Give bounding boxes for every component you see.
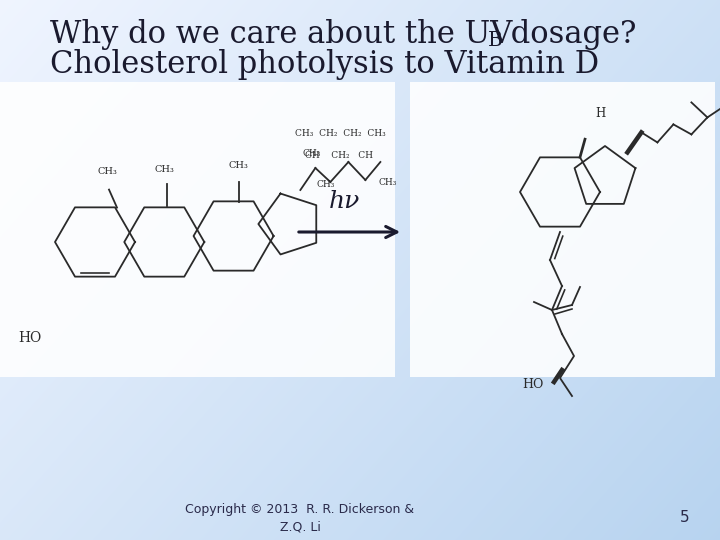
- Text: dosage?: dosage?: [501, 19, 636, 51]
- Text: Copyright © 2013  R. R. Dickerson &
Z.Q. Li: Copyright © 2013 R. R. Dickerson & Z.Q. …: [186, 503, 415, 534]
- Text: CH    CH₂   CH: CH CH₂ CH: [305, 151, 374, 160]
- Text: HO: HO: [18, 331, 41, 345]
- Text: CH₃: CH₃: [154, 165, 174, 174]
- FancyBboxPatch shape: [0, 82, 395, 377]
- Text: CH₃: CH₃: [379, 178, 397, 187]
- Text: CH₃: CH₃: [97, 167, 117, 176]
- Text: HO: HO: [523, 377, 544, 390]
- Text: H: H: [595, 107, 605, 120]
- Text: Why do we care about the UV: Why do we care about the UV: [50, 19, 513, 51]
- Text: hν: hν: [328, 191, 360, 213]
- Text: CH₃: CH₃: [316, 180, 335, 189]
- Text: B: B: [488, 31, 503, 51]
- Text: CH₃: CH₃: [302, 149, 320, 158]
- Text: 5: 5: [680, 510, 690, 525]
- Text: CH₃  CH₂  CH₂  CH₃: CH₃ CH₂ CH₂ CH₃: [295, 129, 386, 138]
- FancyBboxPatch shape: [410, 82, 715, 377]
- Text: CH₃: CH₃: [229, 161, 248, 170]
- Text: Cholesterol photolysis to Vitamin D: Cholesterol photolysis to Vitamin D: [50, 49, 599, 79]
